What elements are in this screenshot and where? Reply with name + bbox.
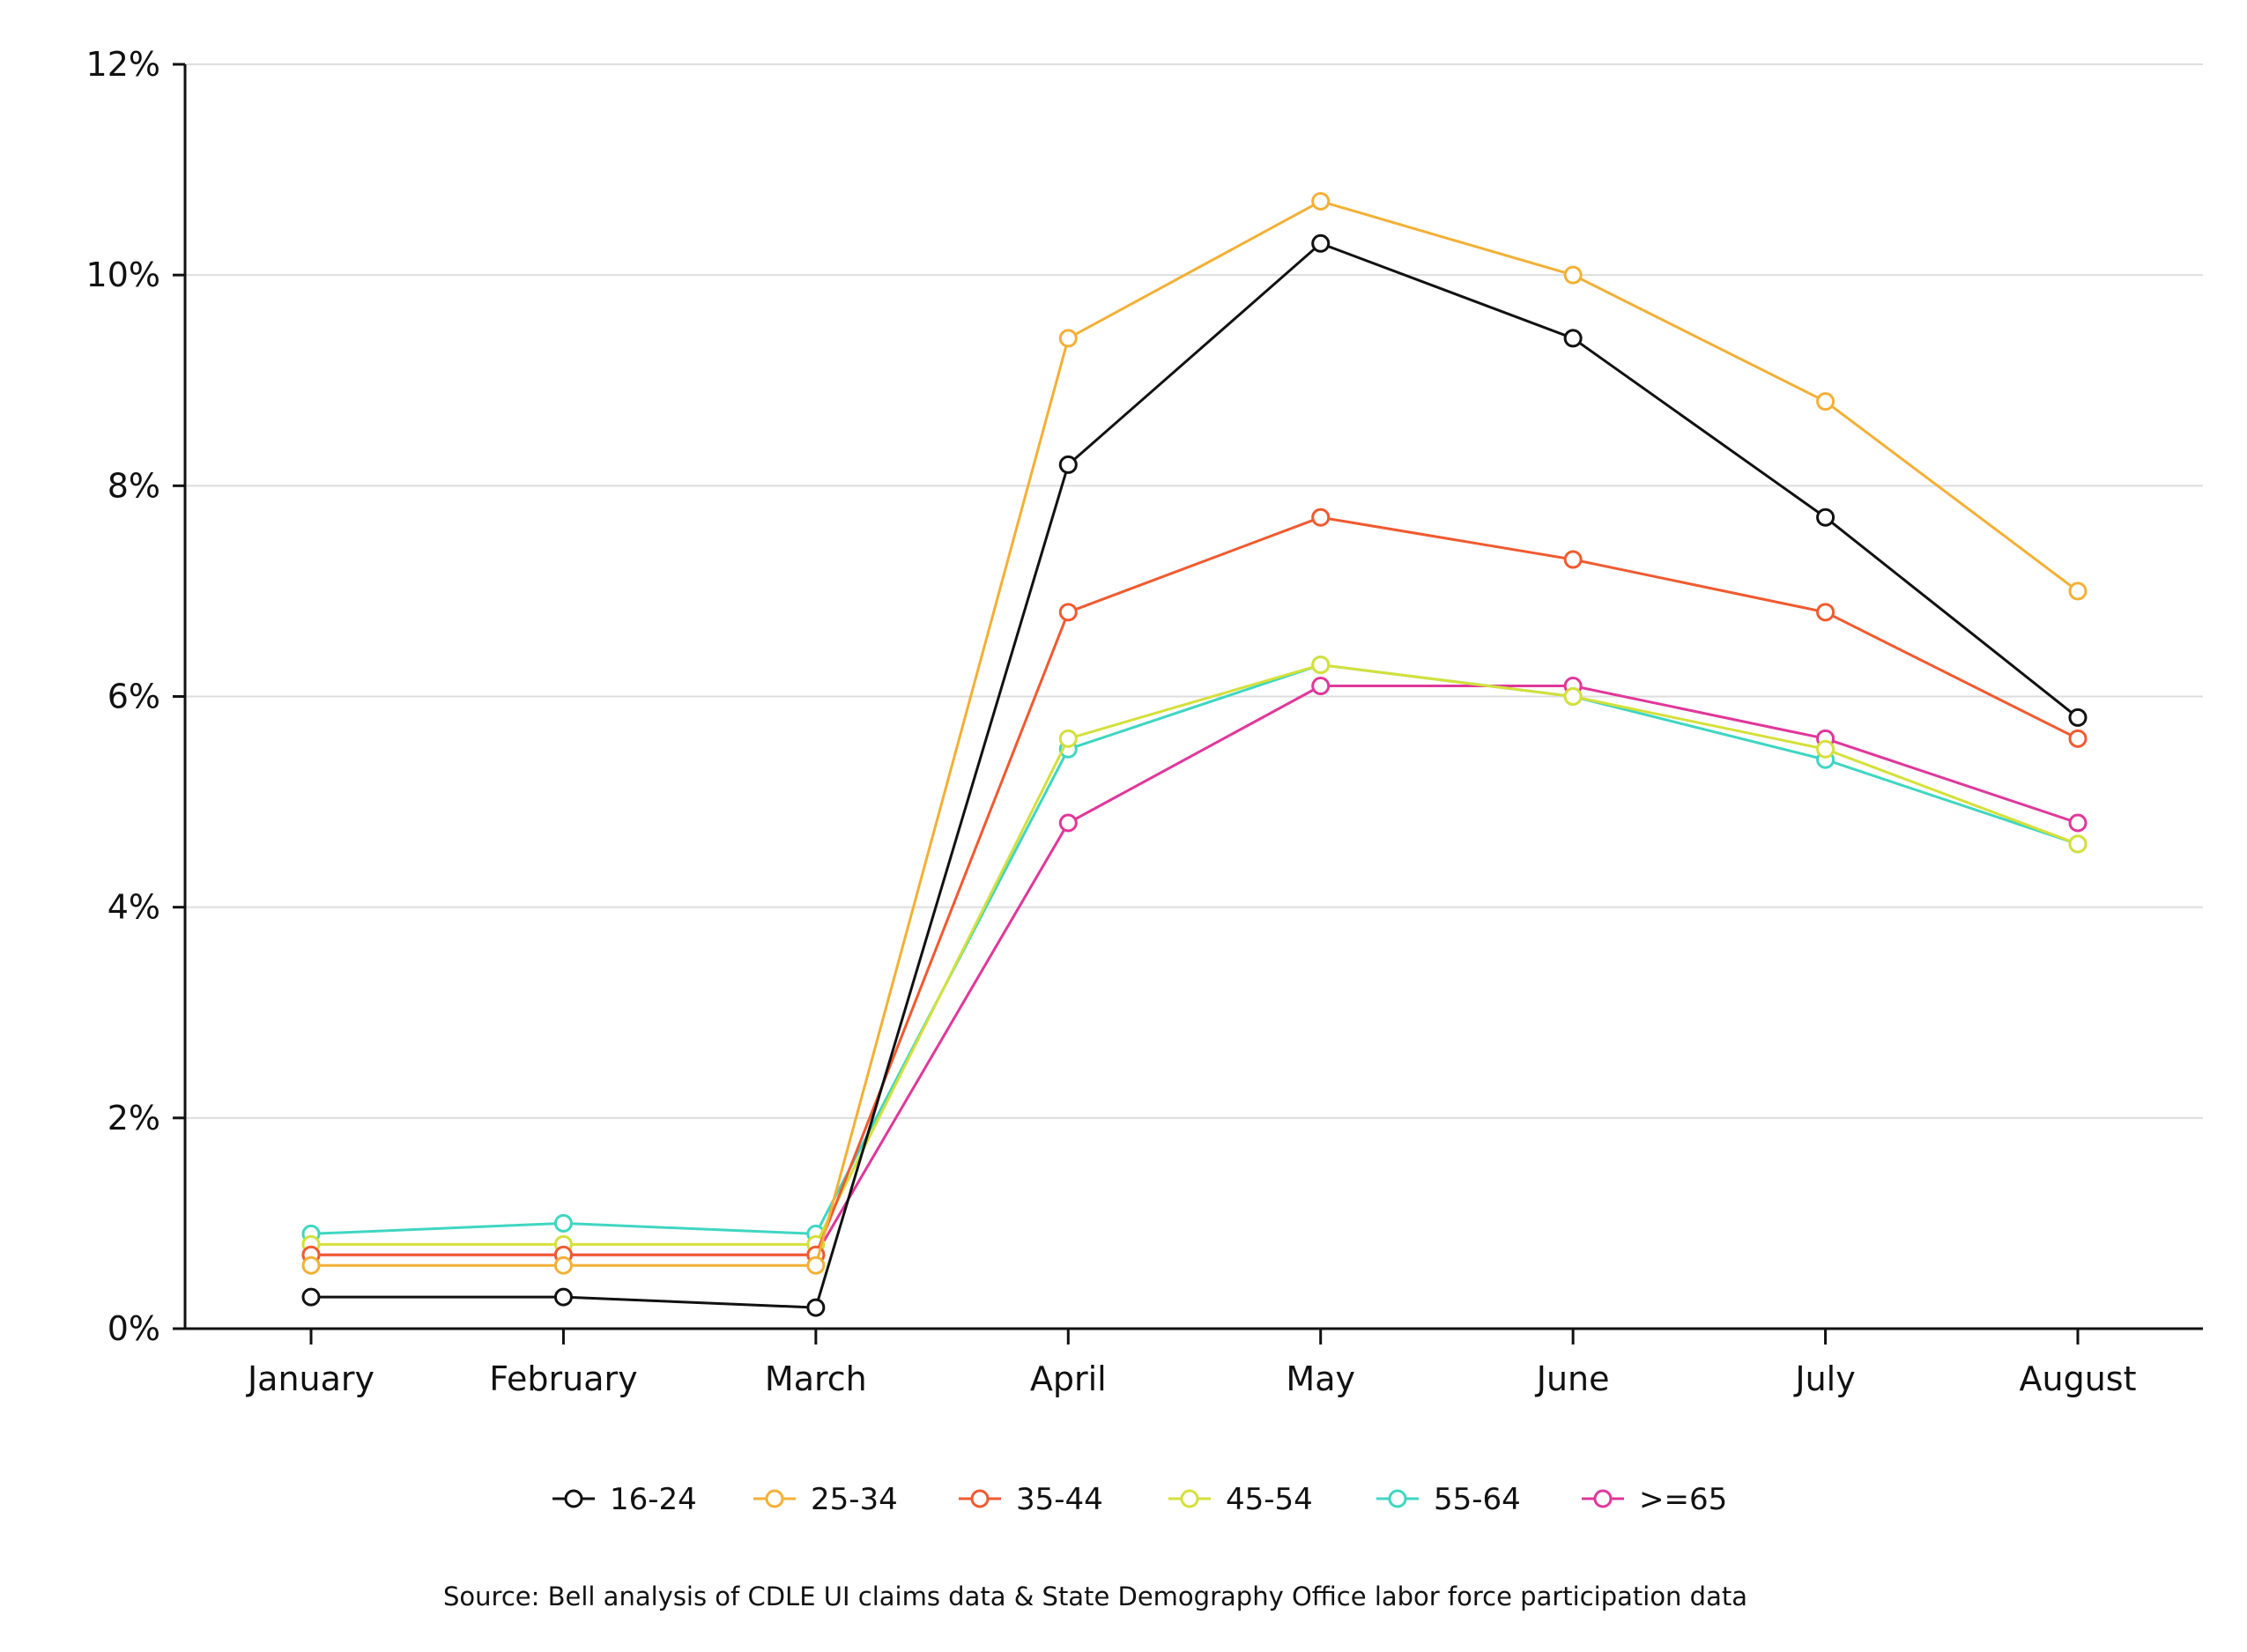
data-point: [1058, 729, 1078, 748]
y-tick-label: 2%: [108, 1099, 160, 1137]
data-point: [1058, 603, 1078, 622]
series-line: [311, 685, 2079, 1256]
data-point: [2068, 834, 2088, 854]
gridlines: [185, 63, 2203, 1119]
legend-label: 25-34: [811, 1482, 898, 1517]
data-point: [1563, 550, 1583, 569]
x-tick-label: May: [1286, 1359, 1355, 1398]
y-tick-label: 4%: [108, 888, 160, 927]
data-point: [2068, 729, 2088, 748]
x-tick-label: August: [2020, 1359, 2137, 1398]
data-point: [1816, 603, 1835, 622]
legend-item: 25-34: [753, 1482, 898, 1517]
data-point: [806, 1256, 826, 1275]
legend-label: 35-44: [1016, 1482, 1103, 1517]
legend-item: >=65: [1582, 1482, 1727, 1517]
data-point: [1058, 813, 1078, 833]
series-line: [311, 199, 2079, 1267]
data-point: [1563, 265, 1583, 285]
legend-label: 16-24: [610, 1482, 697, 1517]
data-point: [301, 1256, 321, 1275]
y-axis-ticks: 0% 2% 4% 6% 8% 10% 12%: [86, 45, 185, 1348]
legend: 16-24 25-34 35-44 45-54 55-64 >=65: [552, 1482, 1727, 1517]
data-point: [1311, 233, 1331, 253]
y-tick-label: 6%: [108, 678, 160, 716]
series-4554: [301, 656, 2088, 1254]
legend-item: 16-24: [552, 1482, 697, 1517]
x-tick-label: February: [489, 1359, 637, 1398]
data-point: [553, 1256, 573, 1275]
y-tick-label: 0%: [108, 1309, 160, 1348]
series-lines: [301, 191, 2088, 1317]
series-line: [310, 663, 2079, 1235]
legend-marker: [1388, 1489, 1407, 1508]
data-point: [553, 1287, 573, 1307]
series-line: [311, 663, 2079, 1246]
legend-marker: [1180, 1489, 1199, 1508]
series-3544: [301, 507, 2088, 1264]
series-line: [311, 241, 2079, 1309]
x-axis-ticks: January February March April May June July Augu…: [246, 1329, 2137, 1398]
legend-item: 55-64: [1376, 1482, 1521, 1517]
data-point: [2068, 707, 2088, 727]
x-tick-label: April: [1030, 1359, 1107, 1398]
data-point: [1311, 507, 1331, 527]
data-point: [1058, 455, 1078, 474]
y-tick-label: 8%: [108, 466, 160, 505]
legend-label: 45-54: [1226, 1482, 1313, 1517]
legend-item: 45-54: [1168, 1482, 1313, 1517]
legend-item: 35-44: [959, 1482, 1103, 1517]
legend-label: >=65: [1639, 1482, 1727, 1517]
data-point: [1816, 392, 1835, 411]
legend-marker: [1593, 1489, 1613, 1508]
legend-marker: [765, 1489, 784, 1508]
data-point: [301, 1287, 321, 1307]
data-point: [1816, 739, 1835, 759]
data-point: [2068, 813, 2088, 833]
series-line: [311, 515, 2079, 1256]
data-point: [1058, 329, 1078, 348]
legend-label: 55-64: [1434, 1482, 1521, 1517]
series-2534: [301, 191, 2088, 1275]
source-note: Source: Bell analysis of CDLE UI claims …: [443, 1582, 1747, 1611]
x-tick-label: March: [765, 1359, 867, 1398]
y-tick-label: 12%: [86, 45, 160, 84]
data-point: [1563, 687, 1583, 706]
data-point: [1311, 191, 1331, 211]
y-tick-label: 10%: [86, 256, 160, 294]
data-point: [2068, 582, 2088, 601]
data-point: [1816, 507, 1835, 527]
series-65: [301, 677, 2088, 1264]
data-point: [1563, 329, 1583, 348]
data-point: [806, 1298, 826, 1317]
legend-marker: [564, 1489, 583, 1508]
x-tick-label: July: [1793, 1359, 1855, 1398]
legend-marker: [970, 1489, 990, 1508]
data-point: [1311, 656, 1331, 675]
x-tick-label: January: [246, 1359, 374, 1398]
data-point: [553, 1213, 573, 1233]
x-tick-label: June: [1535, 1359, 1610, 1398]
series-1624: [301, 233, 2088, 1317]
data-point: [1311, 677, 1331, 696]
